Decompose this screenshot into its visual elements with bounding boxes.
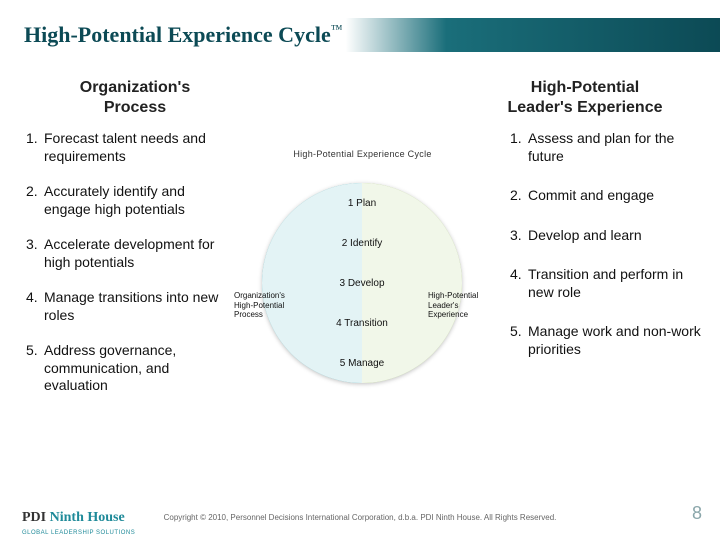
list-item: 3.Develop and learn [510,227,705,245]
logo-subtitle: GLOBAL LEADERSHIP SOLUTIONS [22,530,135,536]
list-item-number: 4. [26,289,44,324]
title-text: High-Potential Experience Cycle [24,22,331,47]
cycle-band: 1 Plan [262,183,462,223]
list-item-number: 5. [26,342,44,395]
list-item-number: 3. [26,236,44,271]
list-item-number: 2. [26,183,44,218]
list-item: 5.Manage work and non-work priorities [510,323,705,358]
leader-experience-list: 1.Assess and plan for the future 2.Commit… [510,130,705,380]
list-item-text: Manage transitions into new roles [44,289,226,324]
left-column-heading: Organization'sProcess [50,78,220,118]
copyright-text: Copyright © 2010, Personnel Decisions In… [0,513,720,522]
list-item-number: 5. [510,323,528,358]
list-item: 2.Commit and engage [510,187,705,205]
org-process-list: 1.Forecast talent needs and requirements… [26,130,226,413]
cycle-diagram: High-Potential Experience Cycle 1 Plan2 … [225,155,500,430]
list-item: 2.Accurately identify and engage high po… [26,183,226,218]
list-item-text: Transition and perform in new role [528,266,705,301]
list-item: 5.Address governance, communication, and… [26,342,226,395]
list-item: 1.Assess and plan for the future [510,130,705,165]
right-column-heading: High-PotentialLeader's Experience [490,78,680,118]
slide-title: High-Potential Experience Cycle™ [0,22,342,48]
list-item-number: 1. [26,130,44,165]
diagram-left-label: Organization's High-Potential Process [234,291,296,320]
list-item-number: 3. [510,227,528,245]
list-item-text: Assess and plan for the future [528,130,705,165]
cycle-circle: 1 Plan2 Identify3 Develop4 Transition5 M… [262,183,462,383]
list-item: 1.Forecast talent needs and requirements [26,130,226,165]
list-item-number: 2. [510,187,528,205]
diagram-arc-caption: High-Potential Experience Cycle [225,149,500,159]
page-number: 8 [692,503,702,524]
list-item-text: Commit and engage [528,187,705,205]
list-item-text: Forecast talent needs and requirements [44,130,226,165]
cycle-band: 5 Manage [262,343,462,383]
list-item: 4.Transition and perform in new role [510,266,705,301]
list-item-text: Address governance, communication, and e… [44,342,226,395]
trademark-symbol: ™ [331,22,343,36]
list-item-number: 1. [510,130,528,165]
list-item-text: Accelerate development for high potentia… [44,236,226,271]
title-bar: High-Potential Experience Cycle™ [0,18,720,52]
list-item-text: Develop and learn [528,227,705,245]
list-item-text: Accurately identify and engage high pote… [44,183,226,218]
list-item: 4.Manage transitions into new roles [26,289,226,324]
list-item-number: 4. [510,266,528,301]
list-item: 3.Accelerate development for high potent… [26,236,226,271]
list-item-text: Manage work and non-work priorities [528,323,705,358]
diagram-right-label: High-Potential Leader's Experience [428,291,490,320]
circle-wrap: 1 Plan2 Identify3 Develop4 Transition5 M… [262,183,462,383]
footer: PDI Ninth House GLOBAL LEADERSHIP SOLUTI… [0,496,720,532]
slide: High-Potential Experience Cycle™ Organiz… [0,0,720,540]
cycle-band: 2 Identify [262,223,462,263]
